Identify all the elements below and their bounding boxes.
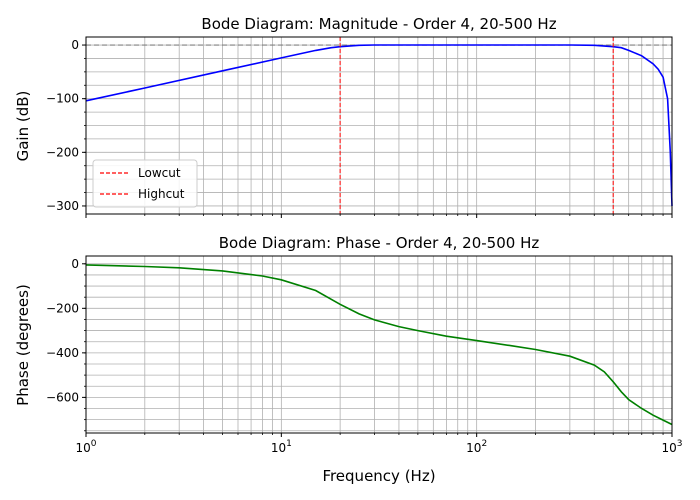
phase-x-ticks: 100 101 102 103 xyxy=(75,433,683,455)
y-tick-label: 0 xyxy=(71,38,79,52)
x-tick-label: 103 xyxy=(661,439,682,455)
magnitude-plot-area xyxy=(85,37,673,214)
phase-chart-title: Bode Diagram: Phase - Order 4, 20-500 Hz xyxy=(219,234,540,252)
y-tick-label: 0 xyxy=(71,257,79,271)
y-tick-label: −100 xyxy=(46,92,79,106)
y-tick-label: −400 xyxy=(46,346,79,360)
y-tick-label: −300 xyxy=(46,199,79,213)
magnitude-axes-frame xyxy=(85,36,673,215)
phase-y-ticks: 0 −200 −400 −600 xyxy=(46,257,86,432)
x-tick-label: 101 xyxy=(271,439,292,455)
y-tick-label: −600 xyxy=(46,390,79,404)
y-tick-label: −200 xyxy=(46,301,79,315)
y-tick-label: −200 xyxy=(46,145,79,159)
series-line-0 xyxy=(85,44,673,207)
phase-chart: Bode Diagram: Phase - Order 4, 20-500 Hz… xyxy=(14,234,683,485)
legend-label-lowcut: Lowcut xyxy=(138,166,181,180)
x-tick-label: 100 xyxy=(75,439,96,455)
legend-box xyxy=(92,159,198,208)
phase-grid xyxy=(85,256,672,433)
phase-y-axis-label: Phase (degrees) xyxy=(14,284,32,406)
magnitude-legend: Lowcut Highcut xyxy=(92,159,198,208)
x-tick-label: 102 xyxy=(466,439,487,455)
phase-plot-area xyxy=(85,264,673,426)
magnitude-y-axis-label: Gain (dB) xyxy=(14,91,32,162)
magnitude-chart-title: Bode Diagram: Magnitude - Order 4, 20-50… xyxy=(201,15,556,33)
magnitude-chart: Bode Diagram: Magnitude - Order 4, 20-50… xyxy=(14,15,673,218)
legend-label-highcut: Highcut xyxy=(138,187,185,201)
magnitude-y-ticks: 0 −100 −200 −300 xyxy=(46,38,673,218)
phase-axes-frame xyxy=(85,255,673,434)
phase-x-axis-label: Frequency (Hz) xyxy=(322,467,435,485)
series-line-0 xyxy=(85,264,673,426)
